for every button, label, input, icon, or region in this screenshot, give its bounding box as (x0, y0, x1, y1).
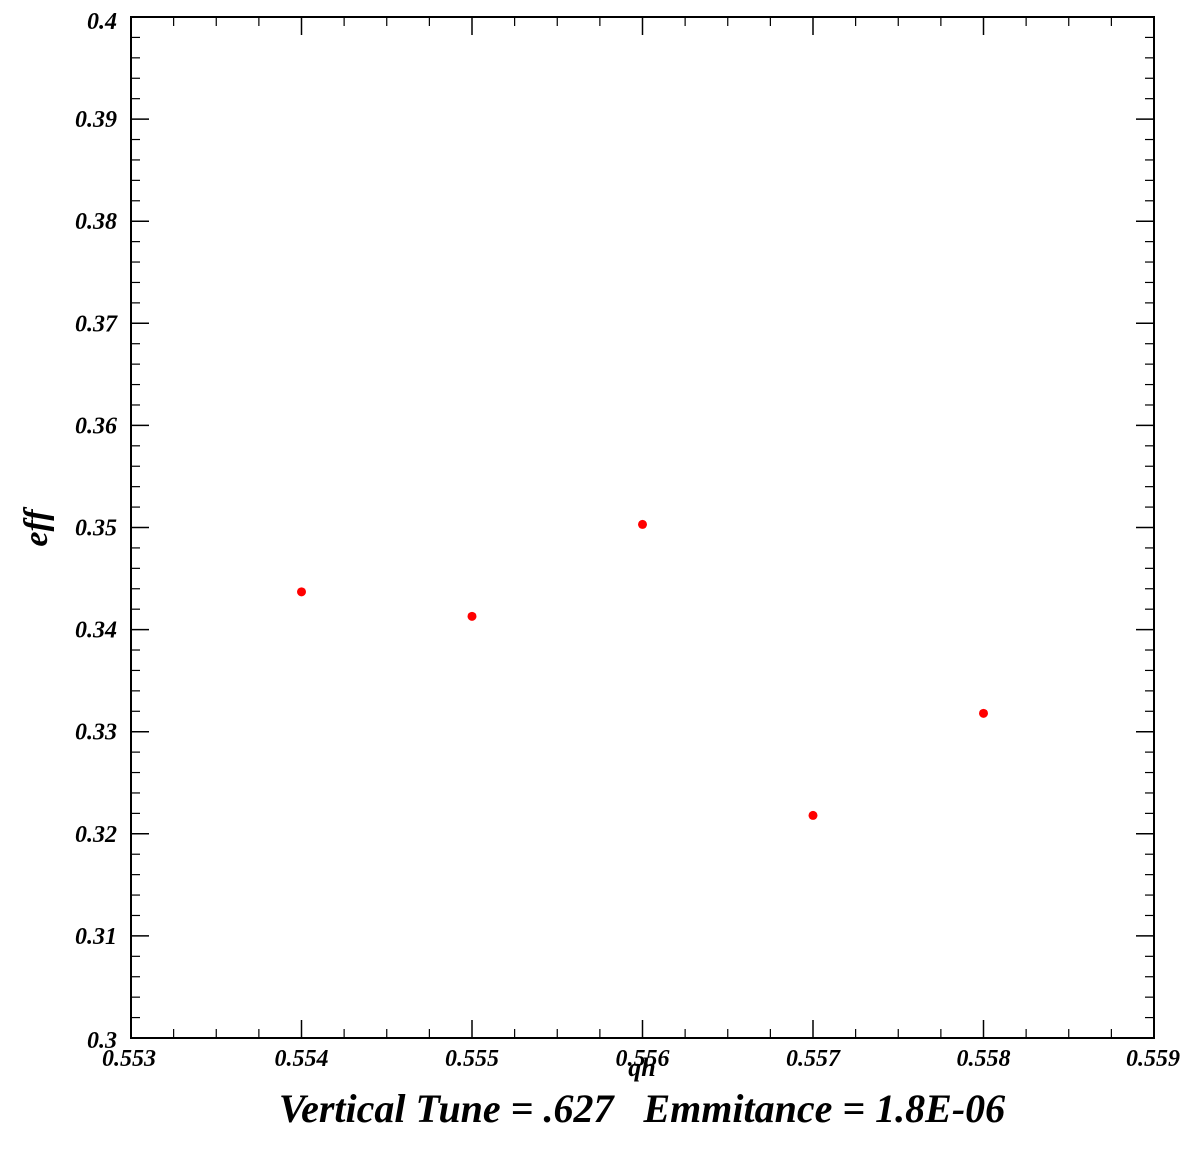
y-tick-label: 0.38 (75, 209, 117, 235)
data-point (979, 708, 988, 718)
x-tick-label: 0.557 (786, 1046, 841, 1072)
y-tick-labels: 0.3 0.31 0.32 0.33 0.34 0.35 0.36 0.37 0.38 0.39 0… (75, 9, 118, 1054)
y-tick-label: 0.32 (75, 822, 117, 848)
x-tick-label: 0.553 (102, 1046, 156, 1072)
data-point (638, 519, 647, 529)
x-tick-label: 0.556 (616, 1046, 670, 1072)
y-tick-label: 0.33 (75, 720, 117, 746)
x-tick-labels: 0.553 0.554 0.555 0.556 0.557 0.558 0.559 (102, 1046, 1180, 1072)
tick-marks (130, 16, 1155, 1039)
chart-caption: Vertical Tune = .627 Emmitance = 1.8E-06 (279, 1086, 1005, 1131)
y-tick-label: 0.3 (87, 1028, 117, 1054)
data-point (297, 587, 306, 597)
data-points (297, 519, 988, 820)
y-tick-label: 0.35 (75, 516, 117, 542)
x-tick-label: 0.555 (445, 1046, 499, 1072)
y-tick-label: 0.31 (75, 924, 117, 950)
y-tick-label: 0.37 (75, 311, 118, 337)
y-tick-label: 0.34 (75, 618, 117, 644)
y-tick-label: 0.36 (75, 413, 117, 439)
y-tick-label: 0.4 (87, 9, 117, 35)
x-tick-label: 0.558 (957, 1046, 1011, 1072)
data-point (808, 810, 818, 820)
data-point (467, 611, 477, 621)
x-tick-label: 0.559 (1126, 1046, 1180, 1072)
y-tick-label: 0.39 (75, 107, 117, 133)
y-axis-label: eff (18, 506, 55, 547)
x-axis-label: qh (628, 1053, 655, 1082)
x-tick-label: 0.554 (275, 1046, 329, 1072)
